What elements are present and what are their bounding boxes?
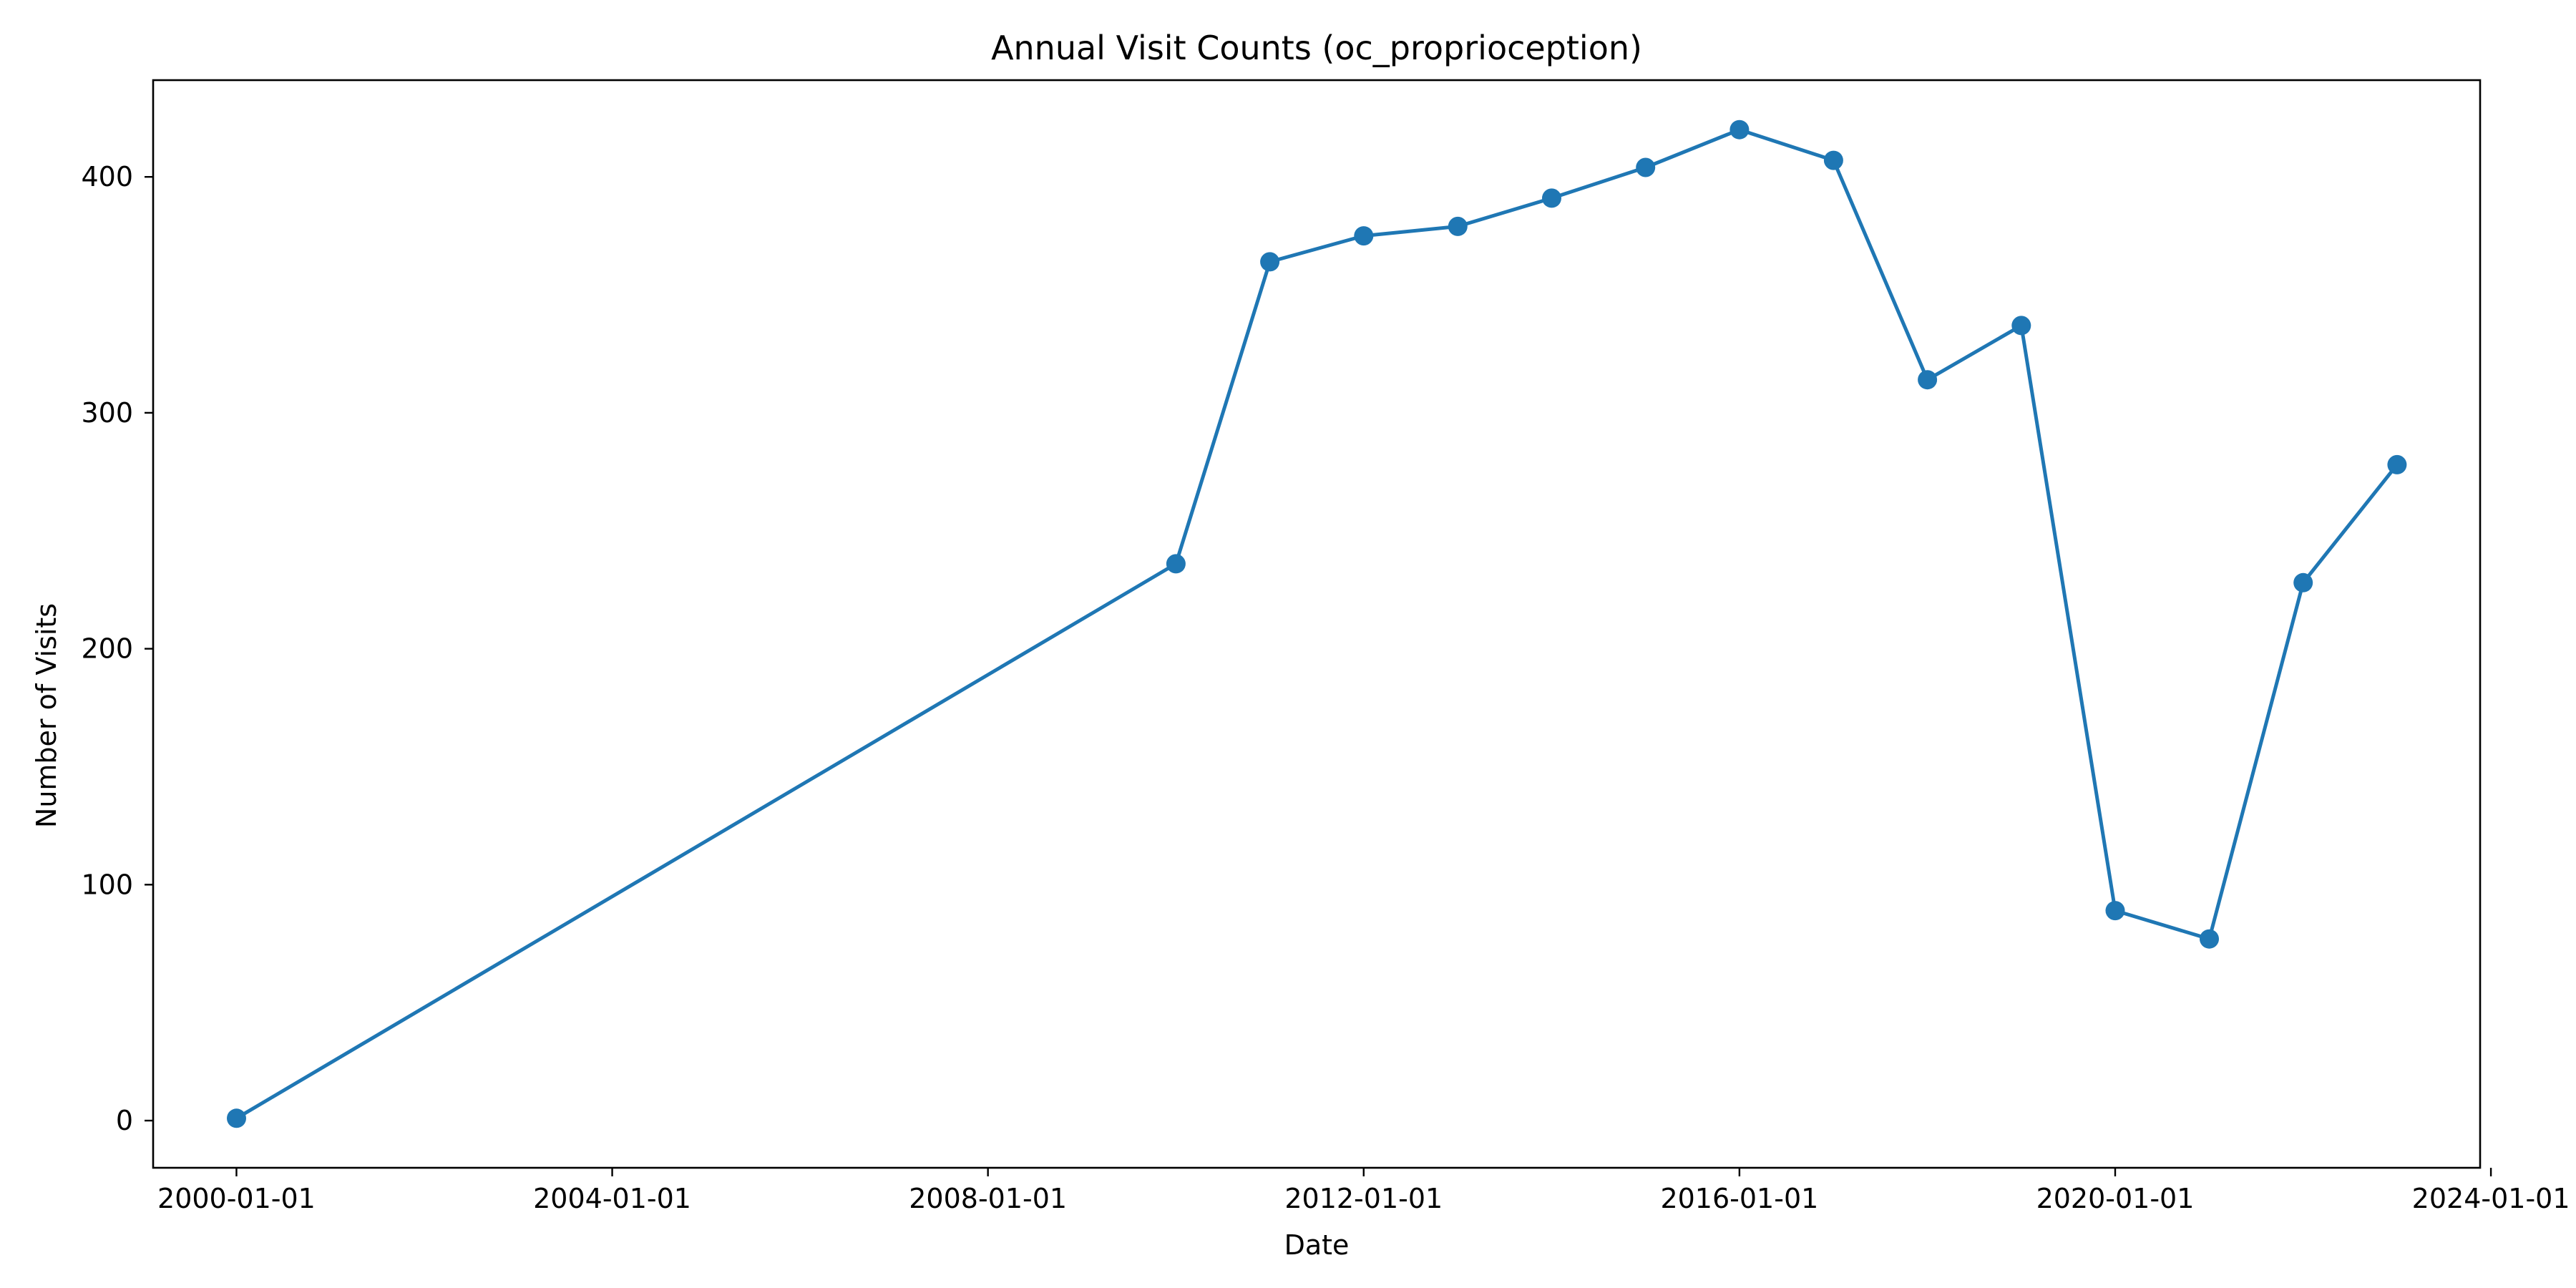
y-tick-label: 100 — [81, 869, 133, 900]
y-tick-label: 200 — [81, 633, 133, 665]
data-point — [1166, 554, 1186, 574]
chart-title: Annual Visit Counts (oc_proprioception) — [991, 29, 1642, 67]
data-point — [1260, 252, 1280, 272]
data-point — [2293, 572, 2313, 592]
x-tick-label: 2016-01-01 — [1660, 1183, 1818, 1214]
y-axis-ticks: 0 100 200 300 400 — [81, 161, 153, 1136]
data-point — [2011, 316, 2031, 336]
data-point — [2387, 454, 2407, 474]
plot-frame — [152, 79, 2482, 1169]
x-tick-label: 2024-01-01 — [2412, 1183, 2570, 1214]
data-point — [1636, 157, 1656, 177]
y-tick-label: 0 — [116, 1105, 133, 1136]
data-point — [1354, 226, 1374, 246]
data-point — [1918, 370, 1938, 390]
data-point — [2200, 929, 2219, 949]
data-point — [1448, 216, 1468, 236]
data-point — [1542, 188, 1561, 208]
x-tick-label: 2012-01-01 — [1284, 1183, 1443, 1214]
data-point — [227, 1108, 246, 1128]
data-point — [1729, 119, 1750, 140]
x-tick-label: 2020-01-01 — [2036, 1183, 2195, 1214]
data-point — [1823, 150, 1843, 170]
x-axis-ticks: 2000-01-01 2004-01-01 2008-01-01 2012-01-01… — [157, 1168, 2570, 1214]
x-tick-label: 2008-01-01 — [909, 1183, 1067, 1214]
x-tick-label: 2004-01-01 — [533, 1183, 691, 1214]
y-tick-label: 300 — [81, 397, 133, 429]
series-layer — [227, 119, 2407, 1128]
y-tick-label: 400 — [81, 161, 133, 192]
x-axis-label: Date — [1284, 1229, 1350, 1261]
y-axis-label: Number of Visits — [31, 603, 62, 828]
x-tick-label: 2000-01-01 — [157, 1183, 316, 1214]
data-point — [2105, 901, 2125, 921]
